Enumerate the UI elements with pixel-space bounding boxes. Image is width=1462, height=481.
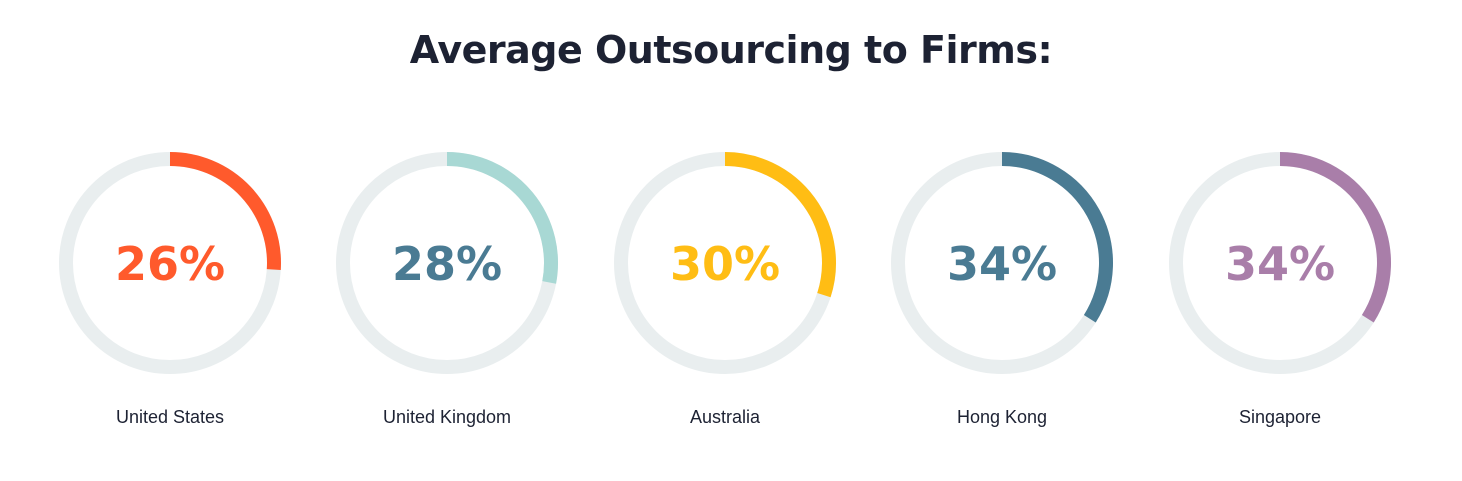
chart-title: Average Outsourcing to Firms: bbox=[409, 28, 1053, 72]
gauge-arc bbox=[724, 152, 836, 298]
gauge-category-label: Hong Kong bbox=[957, 407, 1047, 427]
gauge-value-label: 28% bbox=[392, 237, 502, 291]
gauge-arc bbox=[446, 152, 558, 284]
donut-gauge: 28% United Kingdom bbox=[336, 152, 558, 427]
gauge-category-label: United States bbox=[116, 407, 224, 427]
donut-gauge: 30% Australia bbox=[614, 152, 836, 427]
donut-gauge: 34% Hong Kong bbox=[891, 152, 1113, 427]
gauge-category-label: Singapore bbox=[1239, 407, 1321, 427]
gauge-value-label: 34% bbox=[947, 237, 1057, 291]
gauge-category-label: United Kingdom bbox=[383, 407, 511, 427]
gauge-arc bbox=[1001, 152, 1113, 323]
gauge-value-label: 34% bbox=[1225, 237, 1335, 291]
gauge-value-label: 30% bbox=[670, 237, 780, 291]
donut-gauge: 34% Singapore bbox=[1169, 152, 1391, 427]
gauge-category-label: Australia bbox=[690, 407, 761, 427]
gauge-arc bbox=[169, 152, 281, 270]
donut-gauge: 26% United States bbox=[59, 152, 281, 427]
gauge-arc bbox=[1279, 152, 1391, 323]
gauge-value-label: 26% bbox=[115, 237, 225, 291]
